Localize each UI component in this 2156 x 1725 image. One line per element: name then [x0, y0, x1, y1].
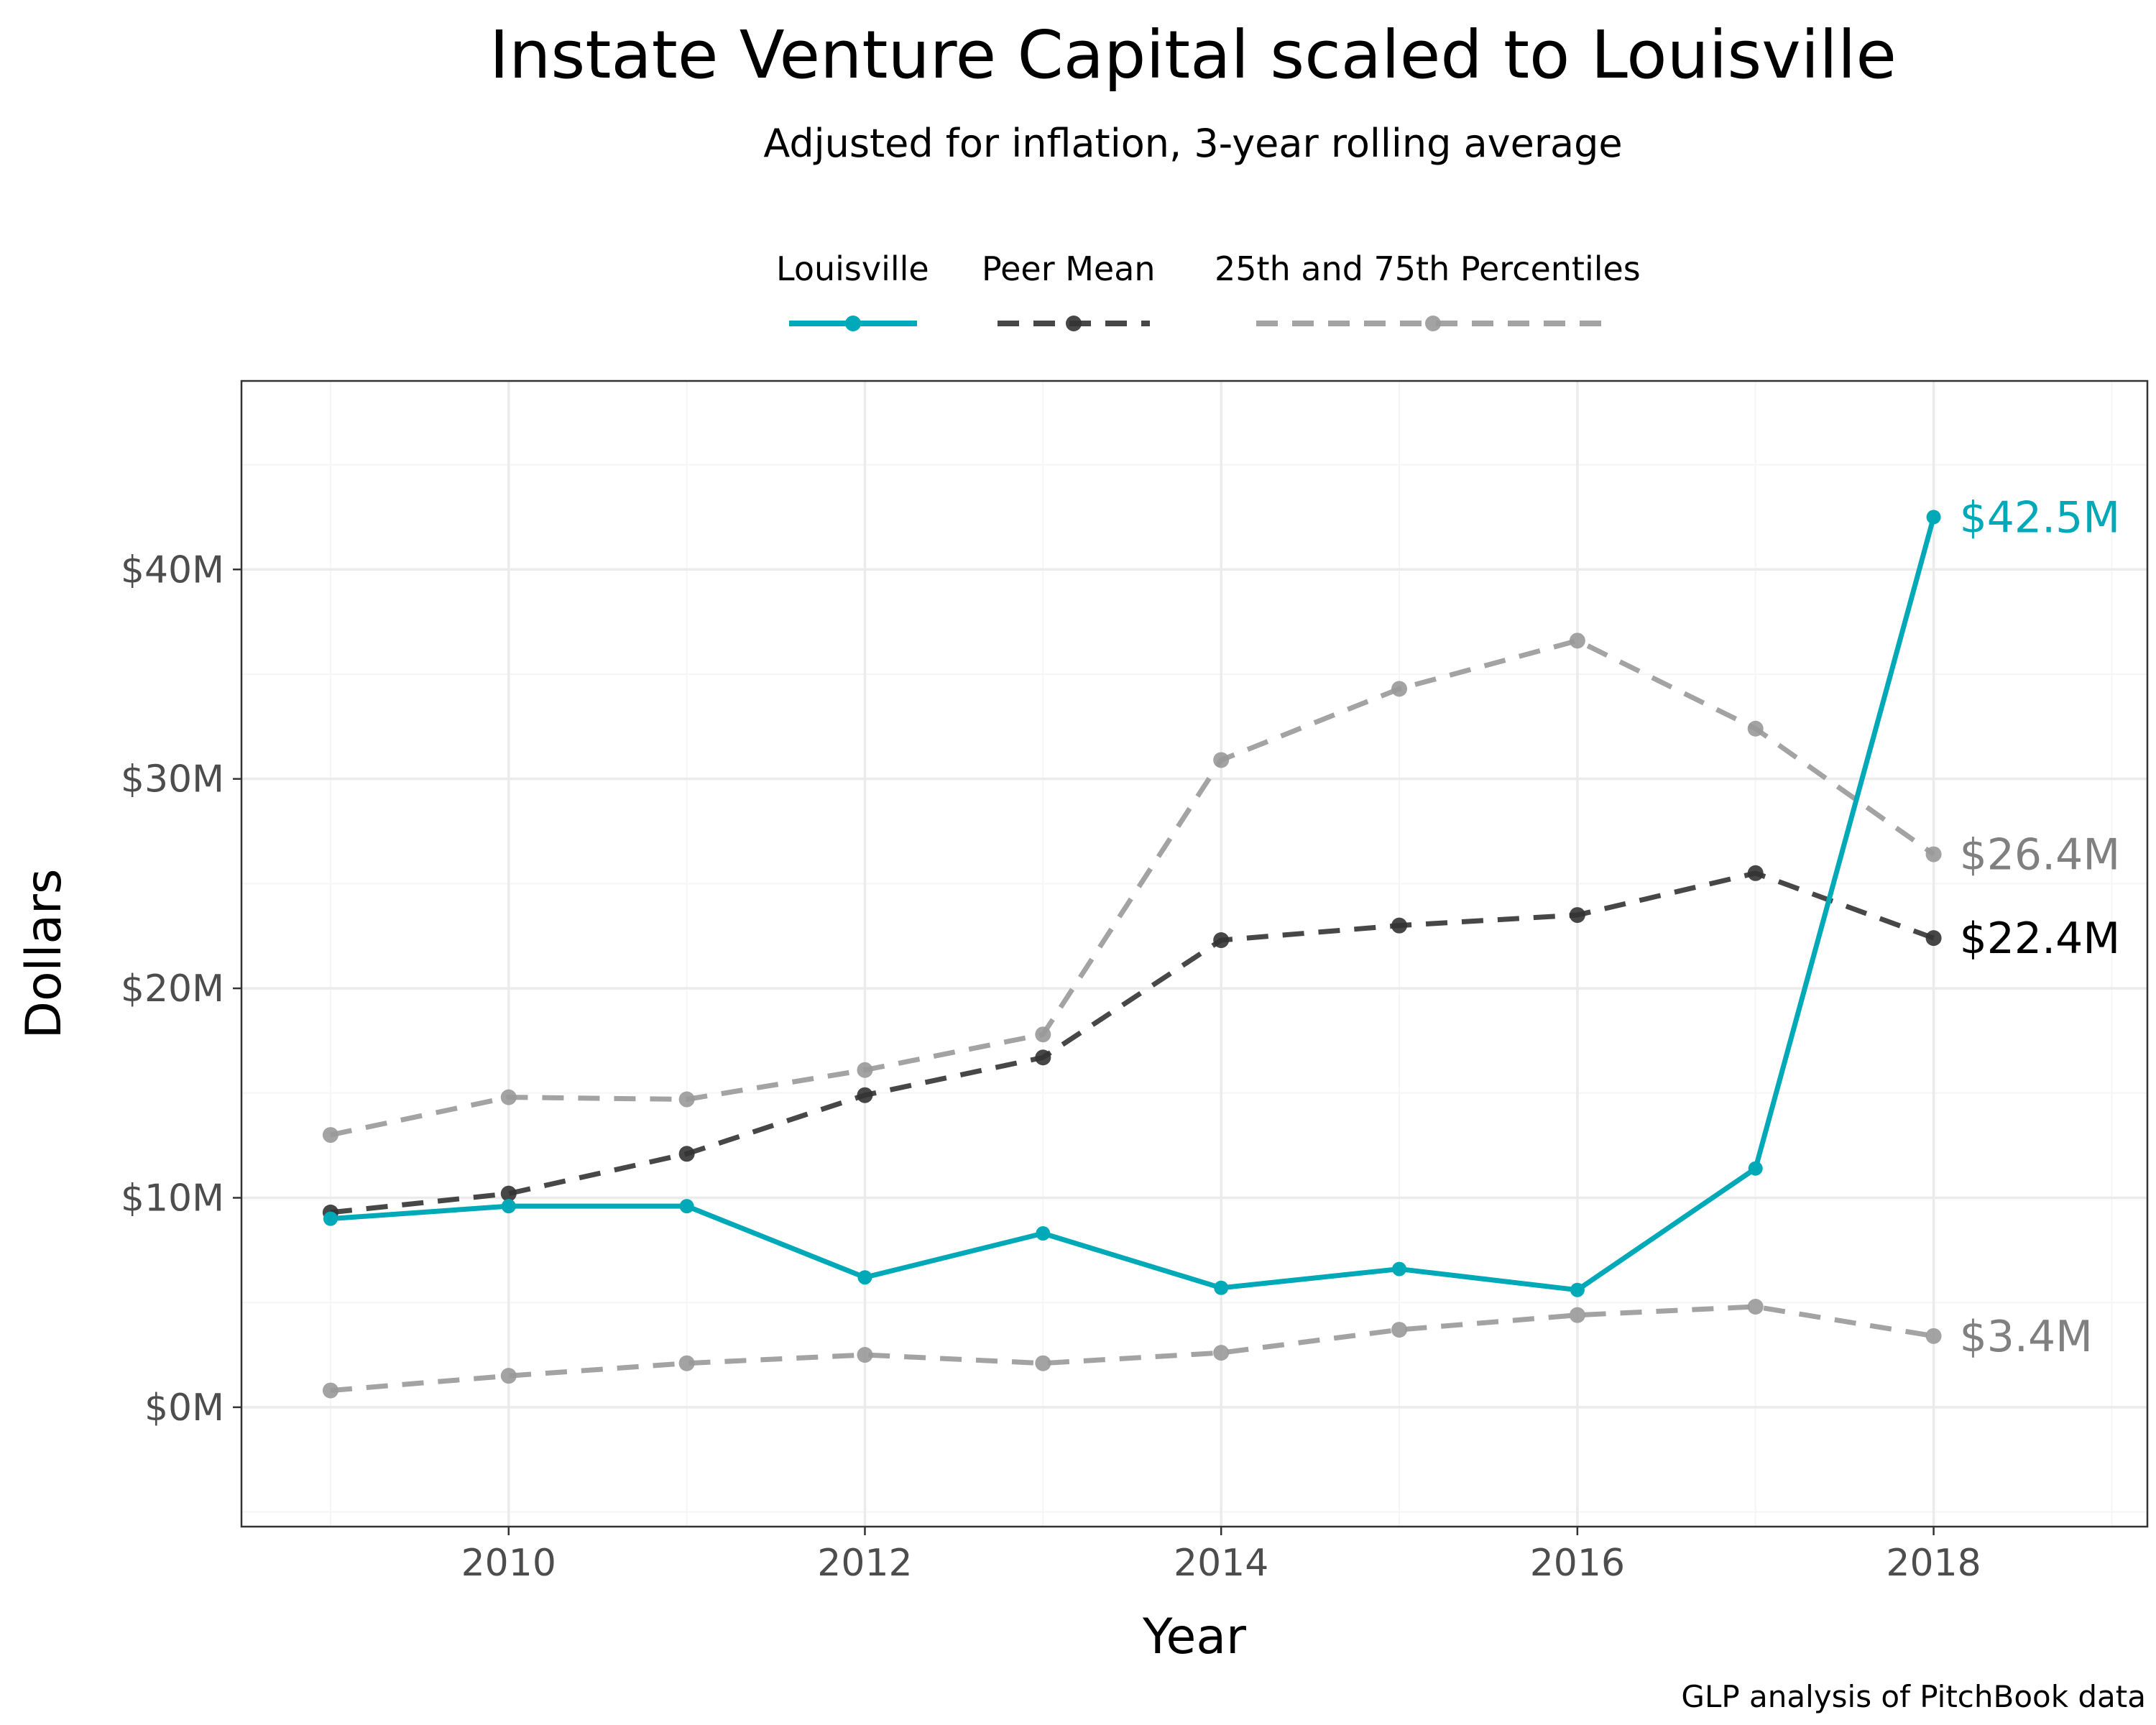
x-axis-title: Year: [1142, 1609, 1246, 1665]
data-point-25th-percentile: [1569, 1307, 1585, 1323]
end-label-louisville: $42.5M: [1960, 492, 2121, 543]
y-axis-title: Dollars: [16, 869, 73, 1039]
data-point-25th-percentile: [1035, 1355, 1051, 1371]
y-tick-label: $20M: [121, 967, 224, 1011]
x-tick-label: 2010: [461, 1542, 556, 1585]
data-point-peer-mean: [1747, 865, 1764, 881]
end-label-peer-mean: $22.4M: [1960, 914, 2121, 964]
y-tick-label: $40M: [121, 548, 224, 592]
series-line-louisville: [330, 516, 1936, 1293]
data-point-75th-percentile: [1569, 632, 1585, 649]
series-line-25th-percentile: [330, 1304, 1935, 1394]
grid: [241, 381, 2147, 1527]
end-labels: $42.5M $22.4M $26.4M $3.4M: [1960, 492, 2121, 1361]
legend-label-louisville: Louisville: [776, 249, 929, 288]
data-point-louisville: [501, 1199, 516, 1214]
legend-label-25th-and-75th-percentiles: 25th and 75th Percentiles: [1215, 249, 1641, 288]
series-line-75th-percentile: [330, 638, 1935, 1138]
data-point-louisville: [1036, 1226, 1051, 1241]
data-point-25th-percentile: [1391, 1322, 1408, 1338]
data-point-peer-mean: [500, 1185, 517, 1202]
axis-ticks: 2010 2012 2014 2016 2018 $0M $10M $20M $30M $40M: [121, 548, 1981, 1585]
data-point-75th-percentile: [322, 1127, 338, 1144]
data-point-louisville: [1392, 1261, 1407, 1276]
x-tick-label: 2012: [817, 1542, 912, 1585]
legend: Louisville Peer Mean 25th and 75th Percent…: [776, 249, 1641, 331]
caption: GLP analysis of PitchBook data: [1681, 1679, 2146, 1714]
data-point-louisville: [857, 1270, 872, 1285]
data-point-75th-percentile: [1391, 681, 1408, 697]
data-point-75th-percentile: [1213, 752, 1230, 768]
data-point-25th-percentile: [322, 1382, 338, 1399]
data-point-75th-percentile: [678, 1091, 695, 1108]
data-point-25th-percentile: [1925, 1328, 1942, 1344]
data-point-louisville: [1214, 1280, 1229, 1295]
data-point-peer-mean: [1035, 1049, 1051, 1066]
y-tick-label: $10M: [121, 1177, 224, 1220]
data-point-75th-percentile: [1925, 846, 1942, 862]
data-point-25th-percentile: [857, 1347, 873, 1363]
data-point-25th-percentile: [678, 1355, 695, 1371]
x-tick-label: 2014: [1174, 1542, 1268, 1585]
data-point-peer-mean: [1925, 930, 1942, 947]
legend-marker-25th-and-75th-percentiles: [1425, 316, 1441, 331]
data-point-75th-percentile: [1035, 1026, 1051, 1043]
series-layer: [322, 510, 1942, 1399]
data-point-peer-mean: [678, 1146, 695, 1162]
data-point-louisville: [679, 1199, 694, 1214]
y-tick-label: $30M: [121, 758, 224, 801]
series-line-peer-mean: [330, 870, 1935, 1215]
data-point-louisville: [1748, 1161, 1763, 1176]
data-point-peer-mean: [1391, 917, 1408, 934]
plot-panel: [240, 380, 2149, 1528]
data-point-peer-mean: [1213, 932, 1230, 949]
x-tick-label: 2016: [1530, 1542, 1625, 1585]
data-point-25th-percentile: [500, 1368, 517, 1384]
data-point-peer-mean: [1569, 907, 1585, 924]
x-tick-label: 2018: [1886, 1542, 1981, 1585]
data-point-75th-percentile: [1747, 720, 1764, 737]
chart-subtitle: Adjusted for inflation, 3-year rolling a…: [763, 121, 1622, 166]
y-tick-label: $0M: [144, 1386, 224, 1430]
data-point-louisville: [323, 1211, 338, 1226]
end-label-25th-percentile: $3.4M: [1960, 1312, 2093, 1362]
end-label-75th-percentile: $26.4M: [1960, 830, 2121, 880]
data-point-25th-percentile: [1747, 1299, 1764, 1315]
data-point-louisville: [1570, 1282, 1585, 1297]
chart-title: Instate Venture Capital scaled to Louisv…: [489, 17, 1897, 93]
legend-marker-peer-mean: [1066, 316, 1082, 331]
data-point-75th-percentile: [857, 1062, 873, 1078]
data-point-25th-percentile: [1213, 1345, 1230, 1361]
data-point-louisville: [1926, 510, 1941, 525]
legend-marker-louisville: [845, 316, 861, 331]
data-point-peer-mean: [857, 1087, 873, 1103]
data-point-75th-percentile: [500, 1089, 517, 1105]
legend-label-peer-mean: Peer Mean: [982, 249, 1156, 288]
